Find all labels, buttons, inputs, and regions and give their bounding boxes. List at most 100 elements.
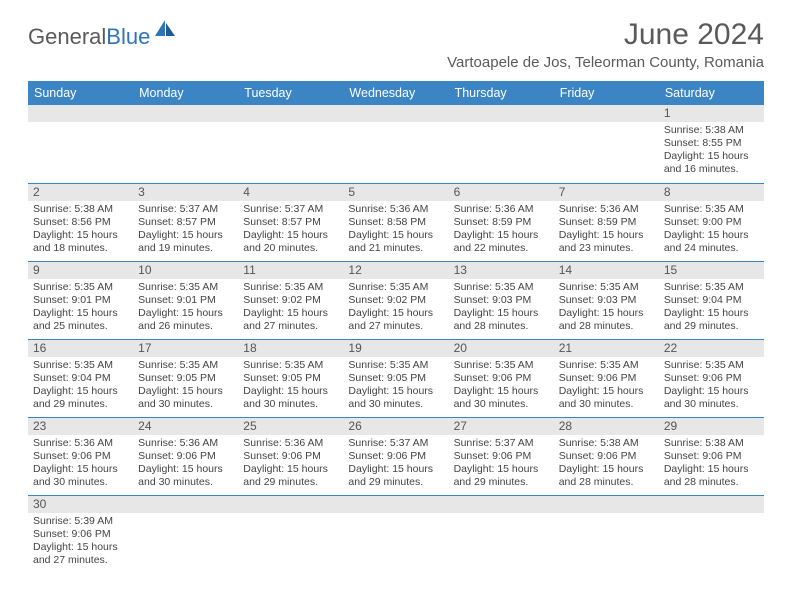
sunrise-text: Sunrise: 5:35 AM	[243, 281, 338, 294]
daylight-text-1: Daylight: 15 hours	[33, 463, 128, 476]
daylight-text-1: Daylight: 15 hours	[138, 307, 233, 320]
sunset-text: Sunset: 9:06 PM	[664, 372, 759, 385]
sunset-text: Sunset: 9:06 PM	[454, 372, 549, 385]
daylight-text-2: and 21 minutes.	[348, 242, 443, 255]
weekday-header-row: Sunday Monday Tuesday Wednesday Thursday…	[28, 81, 764, 105]
sunrise-text: Sunrise: 5:35 AM	[348, 281, 443, 294]
sunrise-text: Sunrise: 5:36 AM	[33, 437, 128, 450]
day-number-empty	[343, 496, 448, 513]
daylight-text-1: Daylight: 15 hours	[348, 229, 443, 242]
sunset-text: Sunset: 8:55 PM	[664, 137, 759, 150]
day-details: Sunrise: 5:35 AMSunset: 9:03 PMDaylight:…	[554, 279, 659, 338]
day-number: 19	[343, 340, 448, 357]
calendar-day-cell	[659, 495, 764, 573]
day-details: Sunrise: 5:35 AMSunset: 9:04 PMDaylight:…	[659, 279, 764, 338]
calendar-week-row: 23Sunrise: 5:36 AMSunset: 9:06 PMDayligh…	[28, 417, 764, 495]
daylight-text-2: and 30 minutes.	[348, 398, 443, 411]
daylight-text-1: Daylight: 15 hours	[243, 463, 338, 476]
sunset-text: Sunset: 9:01 PM	[138, 294, 233, 307]
daylight-text-1: Daylight: 15 hours	[348, 463, 443, 476]
daylight-text-2: and 30 minutes.	[454, 398, 549, 411]
day-number-empty	[449, 496, 554, 513]
day-details: Sunrise: 5:35 AMSunset: 9:02 PMDaylight:…	[238, 279, 343, 338]
sunrise-text: Sunrise: 5:38 AM	[664, 124, 759, 137]
daylight-text-2: and 30 minutes.	[138, 476, 233, 489]
daylight-text-2: and 28 minutes.	[559, 320, 654, 333]
day-details: Sunrise: 5:35 AMSunset: 9:06 PMDaylight:…	[554, 357, 659, 416]
weekday-header: Wednesday	[343, 81, 448, 105]
calendar-day-cell: 17Sunrise: 5:35 AMSunset: 9:05 PMDayligh…	[133, 339, 238, 417]
day-number: 15	[659, 262, 764, 279]
day-number: 27	[449, 418, 554, 435]
sunrise-text: Sunrise: 5:39 AM	[33, 515, 128, 528]
day-number: 16	[28, 340, 133, 357]
day-number-empty	[554, 496, 659, 513]
sunrise-text: Sunrise: 5:38 AM	[559, 437, 654, 450]
day-details: Sunrise: 5:35 AMSunset: 9:05 PMDaylight:…	[343, 357, 448, 416]
calendar-day-cell: 24Sunrise: 5:36 AMSunset: 9:06 PMDayligh…	[133, 417, 238, 495]
calendar-day-cell: 18Sunrise: 5:35 AMSunset: 9:05 PMDayligh…	[238, 339, 343, 417]
day-details: Sunrise: 5:37 AMSunset: 9:06 PMDaylight:…	[449, 435, 554, 494]
calendar-day-cell	[133, 495, 238, 573]
daylight-text-1: Daylight: 15 hours	[138, 463, 233, 476]
day-details: Sunrise: 5:35 AMSunset: 9:03 PMDaylight:…	[449, 279, 554, 338]
day-number: 2	[28, 184, 133, 201]
calendar-day-cell	[449, 105, 554, 183]
daylight-text-1: Daylight: 15 hours	[454, 463, 549, 476]
day-details: Sunrise: 5:36 AMSunset: 9:06 PMDaylight:…	[28, 435, 133, 494]
sunrise-text: Sunrise: 5:35 AM	[243, 359, 338, 372]
daylight-text-2: and 30 minutes.	[138, 398, 233, 411]
calendar-day-cell: 20Sunrise: 5:35 AMSunset: 9:06 PMDayligh…	[449, 339, 554, 417]
daylight-text-2: and 29 minutes.	[454, 476, 549, 489]
daylight-text-1: Daylight: 15 hours	[559, 385, 654, 398]
calendar-day-cell: 3Sunrise: 5:37 AMSunset: 8:57 PMDaylight…	[133, 183, 238, 261]
weekday-header: Tuesday	[238, 81, 343, 105]
sunrise-text: Sunrise: 5:35 AM	[664, 281, 759, 294]
sunrise-text: Sunrise: 5:35 AM	[664, 359, 759, 372]
calendar-week-row: 1Sunrise: 5:38 AMSunset: 8:55 PMDaylight…	[28, 105, 764, 183]
day-number: 5	[343, 184, 448, 201]
sunrise-text: Sunrise: 5:36 AM	[454, 203, 549, 216]
daylight-text-1: Daylight: 15 hours	[33, 307, 128, 320]
day-number: 12	[343, 262, 448, 279]
calendar-day-cell: 5Sunrise: 5:36 AMSunset: 8:58 PMDaylight…	[343, 183, 448, 261]
daylight-text-1: Daylight: 15 hours	[454, 307, 549, 320]
daylight-text-1: Daylight: 15 hours	[348, 307, 443, 320]
day-number-empty	[554, 105, 659, 122]
daylight-text-1: Daylight: 15 hours	[664, 150, 759, 163]
sunrise-text: Sunrise: 5:35 AM	[454, 359, 549, 372]
day-number: 23	[28, 418, 133, 435]
daylight-text-1: Daylight: 15 hours	[454, 229, 549, 242]
sunrise-text: Sunrise: 5:36 AM	[243, 437, 338, 450]
day-number: 3	[133, 184, 238, 201]
sunset-text: Sunset: 9:06 PM	[664, 450, 759, 463]
sunset-text: Sunset: 8:57 PM	[243, 216, 338, 229]
day-details: Sunrise: 5:36 AMSunset: 8:59 PMDaylight:…	[449, 201, 554, 260]
weekday-header: Sunday	[28, 81, 133, 105]
weekday-header: Monday	[133, 81, 238, 105]
weekday-header: Saturday	[659, 81, 764, 105]
day-details: Sunrise: 5:35 AMSunset: 9:00 PMDaylight:…	[659, 201, 764, 260]
daylight-text-2: and 27 minutes.	[243, 320, 338, 333]
calendar-day-cell	[554, 105, 659, 183]
sunrise-text: Sunrise: 5:38 AM	[33, 203, 128, 216]
day-number-empty	[133, 496, 238, 513]
day-number-empty	[659, 496, 764, 513]
sunset-text: Sunset: 9:04 PM	[33, 372, 128, 385]
day-details: Sunrise: 5:36 AMSunset: 9:06 PMDaylight:…	[238, 435, 343, 494]
daylight-text-2: and 30 minutes.	[664, 398, 759, 411]
daylight-text-1: Daylight: 15 hours	[33, 385, 128, 398]
calendar-table: Sunday Monday Tuesday Wednesday Thursday…	[28, 81, 764, 573]
calendar-day-cell: 7Sunrise: 5:36 AMSunset: 8:59 PMDaylight…	[554, 183, 659, 261]
day-number: 29	[659, 418, 764, 435]
sunrise-text: Sunrise: 5:35 AM	[33, 359, 128, 372]
day-details: Sunrise: 5:35 AMSunset: 9:01 PMDaylight:…	[133, 279, 238, 338]
day-number: 8	[659, 184, 764, 201]
day-details: Sunrise: 5:38 AMSunset: 8:55 PMDaylight:…	[659, 122, 764, 181]
sunset-text: Sunset: 8:56 PM	[33, 216, 128, 229]
day-details: Sunrise: 5:36 AMSunset: 8:59 PMDaylight:…	[554, 201, 659, 260]
calendar-day-cell: 15Sunrise: 5:35 AMSunset: 9:04 PMDayligh…	[659, 261, 764, 339]
calendar-day-cell: 26Sunrise: 5:37 AMSunset: 9:06 PMDayligh…	[343, 417, 448, 495]
day-number-empty	[238, 105, 343, 122]
calendar-day-cell: 13Sunrise: 5:35 AMSunset: 9:03 PMDayligh…	[449, 261, 554, 339]
